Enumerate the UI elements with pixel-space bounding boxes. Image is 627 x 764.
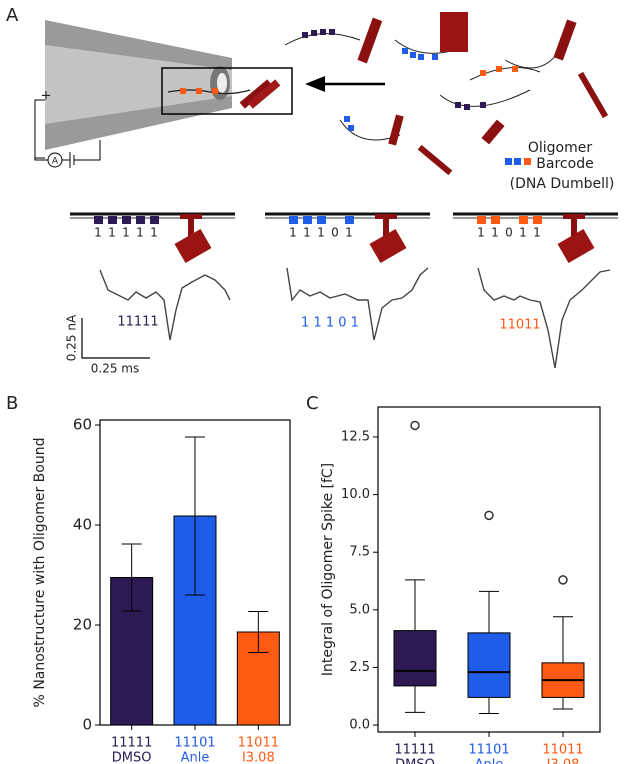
ammeter-label: A bbox=[52, 157, 59, 167]
x-tick-label: 11101 bbox=[174, 736, 215, 751]
box bbox=[393, 630, 437, 687]
dumbbell-stem bbox=[383, 216, 389, 242]
x-tick-sublabel: I3.08 bbox=[547, 758, 580, 764]
barcode-square bbox=[122, 216, 131, 224]
barcode-bit: 1 bbox=[345, 226, 353, 240]
y-axis-label: % Nanostructure with Oligomer Bound bbox=[32, 438, 48, 708]
y-tick-label: 2.5 bbox=[349, 660, 370, 675]
oligomer bbox=[557, 228, 595, 264]
x-tick-label: 11011 bbox=[542, 743, 583, 758]
barcode-square bbox=[533, 216, 542, 224]
y-tick-label: 12.5 bbox=[341, 429, 370, 444]
bar bbox=[110, 577, 154, 726]
barcode-square bbox=[94, 216, 103, 224]
barcode-bit: 1 bbox=[303, 226, 311, 240]
y-tick-label: 40 bbox=[73, 516, 92, 534]
trace-label: 11011 bbox=[499, 318, 540, 333]
y-tick-label: 20 bbox=[73, 616, 92, 634]
electrode-label: + bbox=[41, 89, 52, 104]
barcode-bit: 1 bbox=[491, 226, 499, 240]
dumbbell-stem bbox=[571, 216, 577, 242]
y-tick-label: 7.5 bbox=[349, 545, 370, 560]
barcode-bit: 0 bbox=[505, 226, 513, 240]
current-trace bbox=[99, 269, 231, 341]
y-tick-label: 5.0 bbox=[349, 602, 370, 617]
outlier bbox=[484, 510, 494, 521]
dumbbell-bar bbox=[375, 214, 397, 219]
trace-label: 1 1 1 0 1 bbox=[301, 316, 359, 331]
current-trace bbox=[477, 267, 611, 369]
barcode-bit: 1 bbox=[150, 226, 158, 240]
panel-label: A bbox=[6, 5, 19, 26]
barcode-square bbox=[303, 216, 312, 224]
oligomer bbox=[369, 228, 407, 264]
panel-label: B bbox=[6, 393, 18, 414]
barcode-square bbox=[519, 216, 528, 224]
y-tick-label: 60 bbox=[73, 416, 92, 434]
y-tick-label: 10.0 bbox=[341, 487, 370, 502]
dumbbell-bar bbox=[563, 214, 585, 219]
barcode-square bbox=[345, 216, 354, 224]
x-tick-label: 11011 bbox=[238, 736, 279, 751]
x-tick-sublabel: DMSO bbox=[395, 758, 435, 764]
barcode-square bbox=[108, 216, 117, 224]
barcode-bit: 1 bbox=[289, 226, 297, 240]
barcode-square bbox=[136, 216, 145, 224]
oligomer bbox=[174, 228, 212, 264]
panel-label: C bbox=[306, 393, 319, 414]
legend-label: (DNA Dumbell) bbox=[510, 176, 615, 192]
box bbox=[467, 632, 511, 698]
barcode-square bbox=[289, 216, 298, 224]
barcode-square bbox=[317, 216, 326, 224]
x-tick-label: 11101 bbox=[468, 743, 509, 758]
barcode-bit: 1 bbox=[94, 226, 102, 240]
outlier bbox=[558, 575, 568, 585]
x-tick-sublabel: I3.08 bbox=[242, 751, 275, 764]
barcode-bit: 0 bbox=[331, 226, 339, 240]
current-trace bbox=[286, 267, 429, 341]
dumbbell-bar bbox=[180, 214, 202, 219]
x-tick-label: 11111 bbox=[111, 736, 152, 751]
barcode-bit: 1 bbox=[519, 226, 527, 240]
barcode-bit: 1 bbox=[108, 226, 116, 240]
x-tick-sublabel: Anle bbox=[181, 751, 210, 764]
barcode-square bbox=[150, 216, 159, 224]
y-tick-label: 0 bbox=[82, 716, 92, 734]
x-tick-sublabel: DMSO bbox=[112, 751, 152, 764]
trace-label: 11111 bbox=[117, 315, 158, 330]
barcode-bit: 1 bbox=[122, 226, 130, 240]
x-tick-sublabel: Anle bbox=[475, 758, 504, 764]
barcode-bit: 1 bbox=[533, 226, 541, 240]
scale-x-label: 0.25 ms bbox=[91, 362, 139, 376]
barcode-bit: 1 bbox=[317, 226, 325, 240]
y-tick-label: 0.0 bbox=[349, 718, 370, 733]
legend-label: Barcode bbox=[536, 156, 593, 172]
x-tick-label: 11111 bbox=[394, 743, 435, 758]
barcode-square bbox=[491, 216, 500, 224]
dumbbell-stem bbox=[188, 216, 194, 242]
barcode-bit: 1 bbox=[136, 226, 144, 240]
nanopore-illustration bbox=[34, 12, 609, 359]
legend-label: Oligomer bbox=[528, 140, 593, 156]
scale-y-label: 0.25 nA bbox=[65, 314, 79, 361]
outlier bbox=[410, 420, 420, 431]
barcode-bit: 1 bbox=[477, 226, 485, 240]
barcode-square bbox=[477, 216, 486, 224]
y-axis-label: Integral of Oligomer Spike [fC] bbox=[320, 463, 336, 676]
